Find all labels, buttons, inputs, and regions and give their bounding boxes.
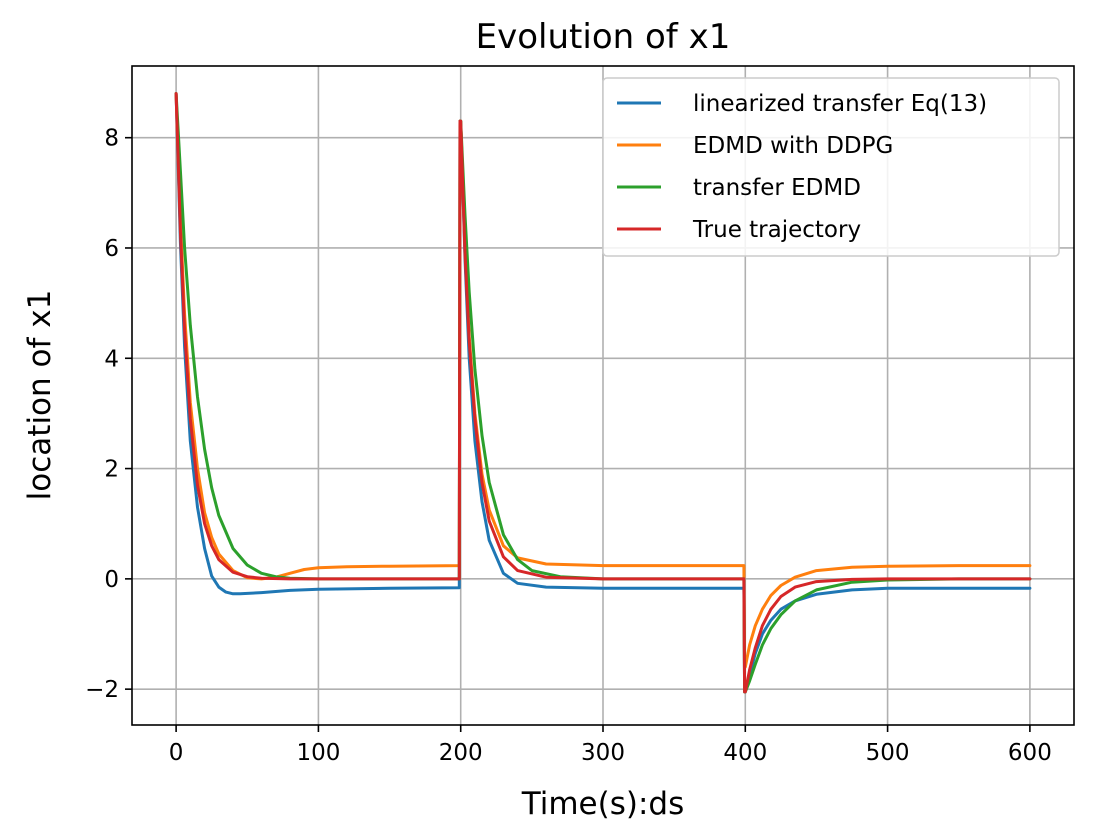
x-tick-label: 200 [439, 740, 483, 766]
y-tick-label: 0 [104, 567, 119, 593]
series-line-4 [174, 92, 1032, 694]
legend-label: EDMD with DDPG [693, 133, 893, 159]
plot-area [174, 92, 1032, 694]
series-line-3 [174, 92, 1032, 694]
y-tick-label: 2 [104, 457, 119, 483]
axis-ticks: 0 100 200 300 400 500 600 −2 0 2 4 6 8 [85, 126, 1052, 766]
x-tick-label: 300 [581, 740, 625, 766]
x-axis-label: Time(s):ds [521, 786, 684, 820]
y-tick-label: 4 [104, 346, 119, 372]
x-tick-label: 400 [723, 740, 767, 766]
y-tick-label: 8 [104, 126, 119, 152]
x-tick-label: 100 [296, 740, 340, 766]
y-tick-label: 6 [104, 236, 119, 262]
y-axis-label: location of x1 [22, 290, 58, 501]
series-line-1 [174, 92, 1032, 694]
legend-label: True trajectory [692, 217, 861, 243]
chart-title: Evolution of x1 [476, 17, 731, 57]
legend: linearized transfer Eq(13) EDMD with DDPG… [602, 77, 1060, 257]
x-tick-label: 0 [169, 740, 184, 766]
legend-label: linearized transfer Eq(13) [693, 91, 987, 117]
y-tick-label: −2 [85, 677, 119, 703]
legend-label: transfer EDMD [693, 175, 861, 201]
legend-box [602, 77, 1060, 257]
x-tick-label: 600 [1008, 740, 1052, 766]
x-tick-label: 500 [866, 740, 910, 766]
